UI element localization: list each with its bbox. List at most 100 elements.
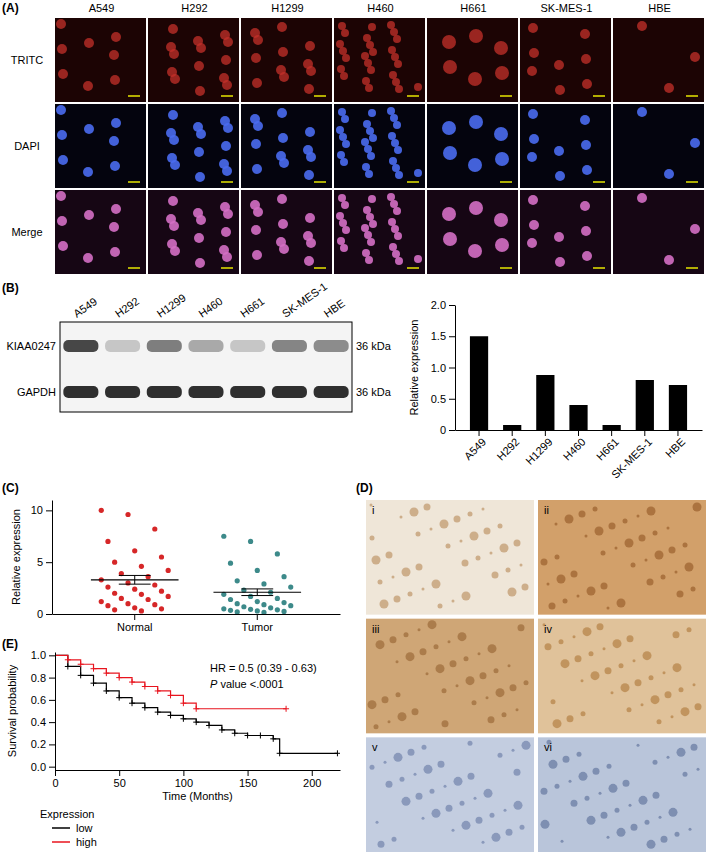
tick: 10 (31, 504, 52, 516)
texture (386, 552, 393, 559)
point (228, 597, 233, 602)
cell (368, 109, 376, 117)
tick-mark (49, 678, 55, 679)
cell (495, 66, 509, 80)
tick: 0.5 (431, 393, 455, 405)
texture (609, 784, 618, 793)
row-label: TRITC (11, 54, 43, 66)
texture (587, 816, 596, 825)
texture (452, 829, 455, 832)
censor-mark (277, 750, 283, 756)
texture (476, 556, 481, 561)
cell (279, 158, 289, 168)
tick: 50 (114, 770, 126, 789)
texture (438, 604, 443, 609)
texture (687, 627, 692, 632)
point (228, 608, 233, 613)
band (230, 340, 265, 352)
censor-mark (155, 709, 161, 715)
point (125, 580, 130, 585)
tick-label: 2.0 (431, 299, 446, 311)
cell (582, 79, 592, 89)
image-background (366, 737, 534, 852)
legend-title: Expression (40, 808, 94, 820)
point (132, 605, 137, 610)
tick-mark (55, 770, 56, 776)
cell (690, 138, 700, 148)
texture (691, 587, 696, 592)
cell (393, 207, 401, 215)
texture (581, 711, 586, 716)
image-background (366, 500, 534, 615)
lane-label: H661 (238, 295, 266, 320)
cell (582, 165, 592, 175)
cell (387, 193, 395, 201)
censor-mark (180, 700, 186, 706)
cell (339, 133, 347, 141)
texture (522, 584, 529, 591)
cell (393, 35, 401, 43)
image-label: ii (544, 504, 549, 516)
cell (196, 129, 206, 139)
scale-bar (593, 267, 605, 269)
texture (392, 576, 395, 579)
point (105, 584, 110, 589)
column-label: H1299 (271, 2, 303, 14)
texture (601, 812, 608, 819)
tick-label: 150 (239, 777, 257, 789)
cell (494, 41, 508, 55)
tick: 100 (175, 770, 193, 789)
tick: H1299 (523, 430, 554, 467)
cell (369, 48, 377, 56)
image-background (520, 190, 611, 274)
texture (633, 659, 636, 662)
micrograph (148, 18, 239, 102)
cell (468, 72, 482, 86)
texture (557, 575, 566, 584)
image-background (55, 104, 146, 188)
cell (555, 85, 565, 95)
cell (664, 83, 674, 93)
censor-mark (219, 727, 225, 733)
texture (370, 765, 375, 770)
tick: 150 (239, 770, 257, 789)
texture (571, 571, 578, 578)
legend-label: low (76, 822, 93, 834)
survival-curve (55, 655, 337, 753)
tick-mark (183, 770, 184, 776)
point (275, 596, 280, 601)
texture (637, 515, 640, 518)
image-background (427, 104, 518, 188)
texture (625, 539, 634, 548)
texture (643, 651, 652, 660)
cell (367, 152, 375, 160)
texture (394, 753, 403, 762)
texture (579, 772, 588, 781)
tick-label: Normal (117, 621, 152, 633)
texture (440, 520, 449, 529)
tick-label: 0.8 (31, 672, 46, 684)
texture (599, 792, 602, 795)
point (235, 578, 240, 583)
cell (388, 46, 396, 54)
tick-mark (46, 614, 52, 615)
figure: (A)(B)(C)(D)(E)A549H292H1299H460H661SK-M… (0, 0, 709, 854)
texture (647, 579, 654, 586)
point (152, 582, 157, 587)
texture (635, 679, 642, 686)
cell (363, 206, 371, 214)
cell (361, 138, 369, 146)
cell (110, 161, 120, 171)
image-background (427, 190, 518, 274)
cell (305, 213, 315, 223)
axis-line (53, 614, 341, 615)
texture (657, 719, 662, 724)
texture (675, 571, 678, 574)
image-label: iv (544, 623, 552, 635)
x-axis: A549H292H1299H460H661SK-MES-1HBE (456, 430, 703, 481)
cell (529, 134, 539, 144)
ihc-image: v (366, 737, 534, 852)
cell (278, 219, 288, 229)
cell (367, 66, 375, 74)
tick: 0 (37, 608, 52, 620)
